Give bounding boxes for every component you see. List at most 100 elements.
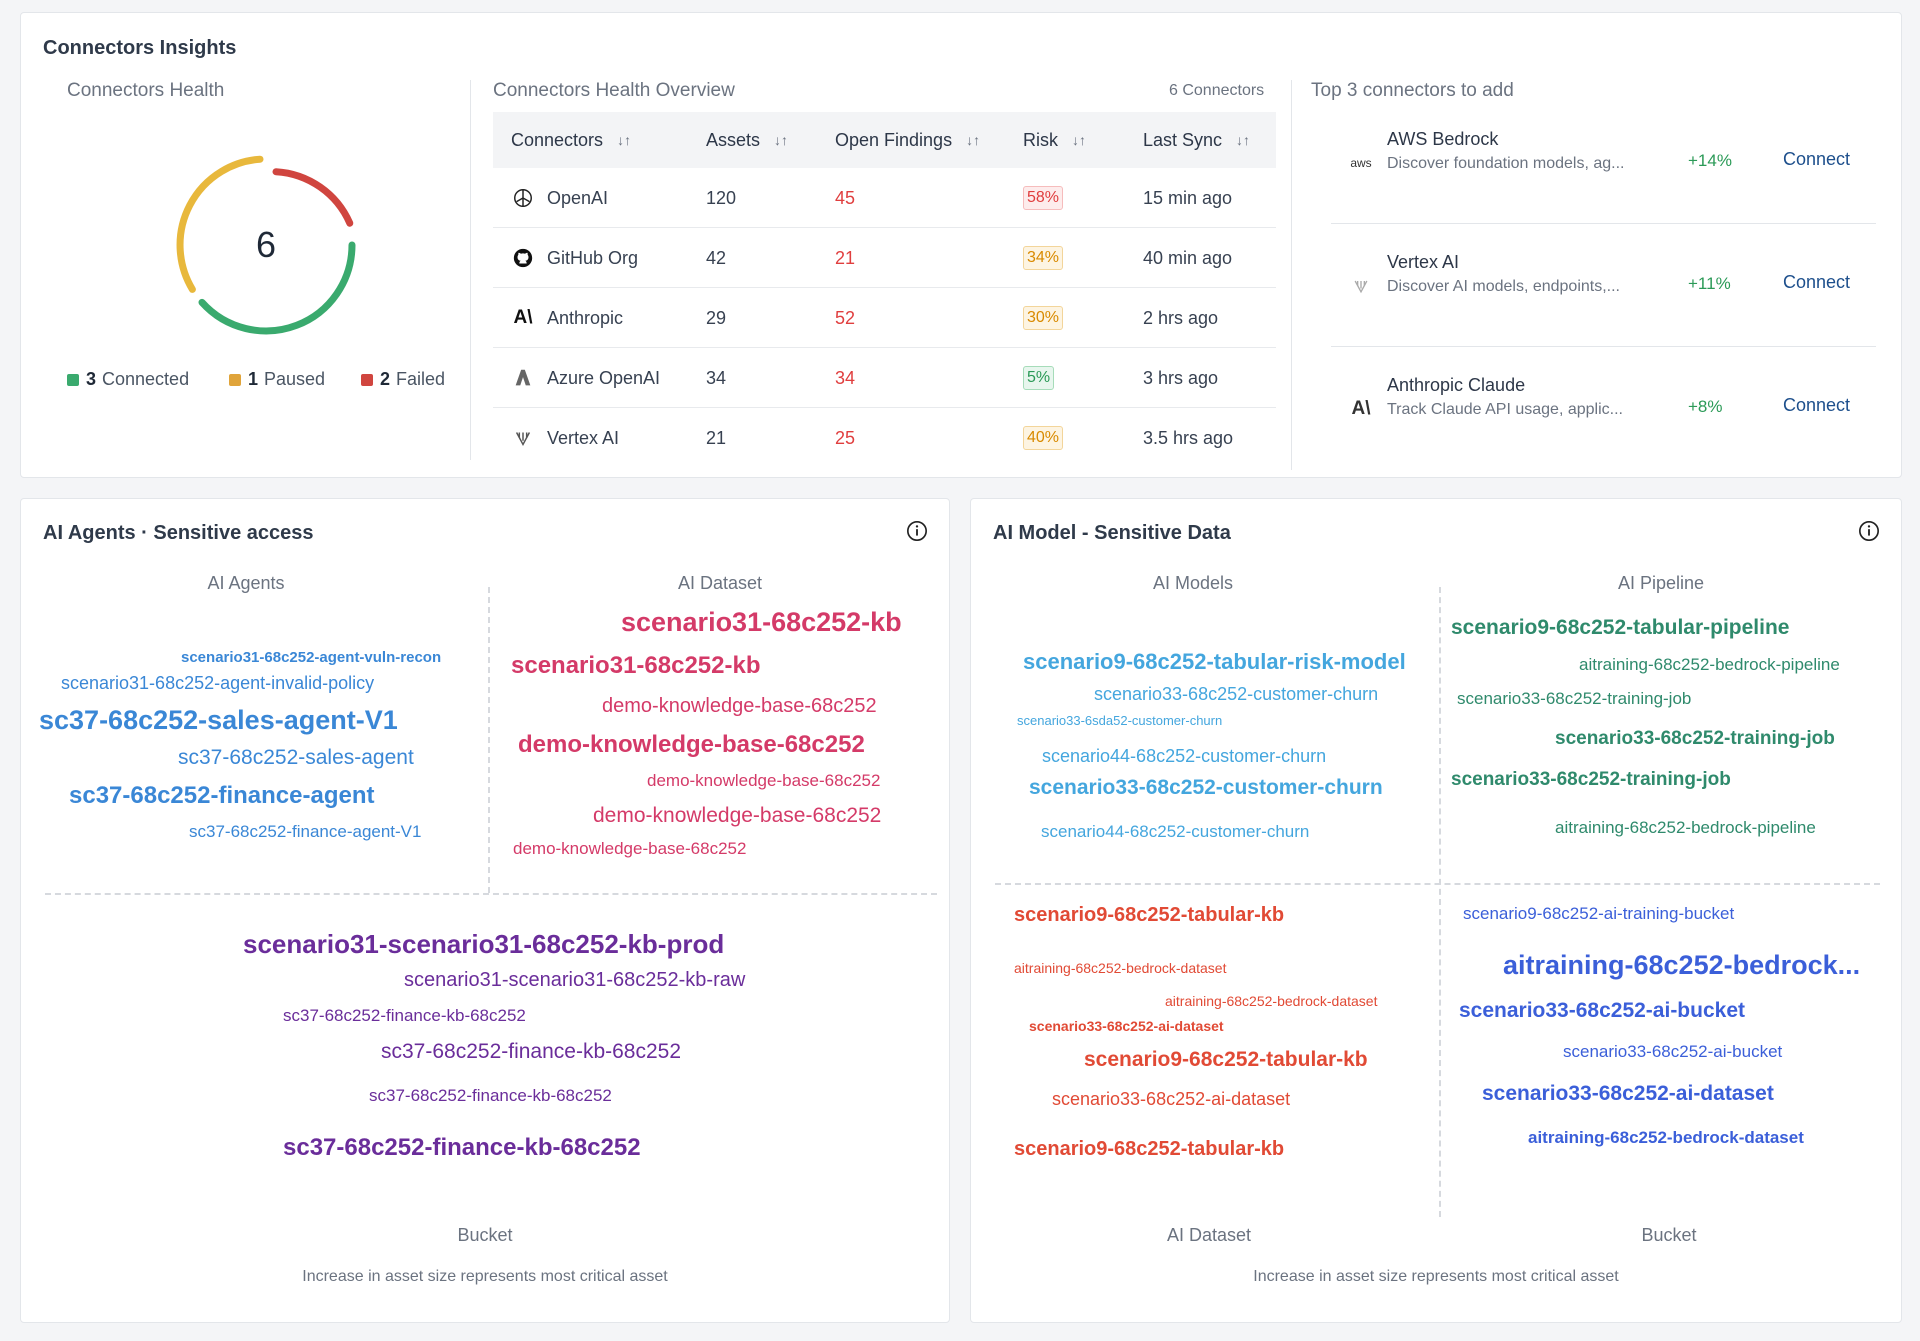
risk-badge: 40% (1023, 426, 1064, 450)
table-header: Connectors ↓↑ Assets ↓↑ Open Findings ↓↑ Ri… (493, 112, 1276, 168)
suggestion-desc: Track Claude API usage, applic... (1387, 401, 1623, 418)
word-cloud-item[interactable]: sc37-68c252-finance-agent (69, 782, 375, 809)
word-cloud-item[interactable]: scenario31-scenario31-68c252-kb-raw (404, 969, 746, 991)
word-cloud-item[interactable]: scenario33-68c252-training-job (1451, 769, 1731, 790)
word-cloud-item[interactable]: sc37-68c252-finance-kb-68c252 (381, 1040, 682, 1063)
quadrant-ai-models-label: AI Models (1152, 573, 1234, 593)
overview-title: Connectors Health Overview (493, 80, 735, 101)
quadrant-ai-dataset-label: AI Dataset (1166, 1225, 1252, 1245)
assets-value: 21 (706, 427, 727, 448)
quadrant-bucket-label: Bucket (1641, 1225, 1697, 1245)
word-cloud-item[interactable]: scenario31-scenario31-68c252-kb-prod (243, 929, 725, 959)
findings-value: 52 (835, 307, 856, 328)
word-cloud-item[interactable]: demo-knowledge-base-68c252 (647, 771, 881, 790)
word-cloud-item[interactable]: scenario31-68c252-agent-vuln-recon (181, 649, 442, 666)
table-row[interactable]: A\ Anthropic 29 52 30% 2 hrs ago (493, 288, 1276, 348)
word-cloud-item[interactable]: sc37-68c252-finance-kb-68c252 (283, 1006, 526, 1025)
table-row[interactable]: Azure OpenAI 34 34 5% 3 hrs ago (493, 348, 1276, 408)
connect-button[interactable]: Connect (1783, 272, 1851, 292)
col-open-findings[interactable]: Open Findings ↓↑ (835, 112, 980, 168)
word-cloud-item[interactable]: scenario33-68c252-ai-bucket (1459, 999, 1745, 1022)
last-sync-value: 3 hrs ago (1143, 367, 1219, 388)
findings-value: 21 (835, 247, 856, 268)
word-cloud-item[interactable]: scenario33-68c252-ai-dataset (1482, 1082, 1774, 1105)
ai-model-sensitive-data-card: AI Model - Sensitive Data AI Models AI P… (970, 498, 1902, 1323)
word-cloud-item[interactable]: demo-knowledge-base-68c252 (513, 839, 747, 858)
word-cloud-item[interactable]: scenario44-68c252-customer-churn (1042, 746, 1327, 766)
word-cloud-item[interactable]: scenario9-68c252-ai-training-bucket (1463, 904, 1735, 923)
github-icon (511, 246, 535, 270)
word-cloud-item[interactable]: scenario9-68c252-tabular-risk-model (1023, 649, 1406, 674)
word-cloud-item[interactable]: aitraining-68c252-bedrock-dataset (1014, 960, 1227, 976)
findings-value: 34 (835, 367, 856, 388)
col-last-sync[interactable]: Last Sync ↓↑ (1143, 112, 1250, 168)
footnote: Increase in asset size represents most c… (302, 1268, 668, 1285)
word-cloud-item[interactable]: sc37-68c252-sales-agent (178, 746, 414, 769)
info-icon[interactable] (1858, 520, 1880, 542)
table-row[interactable]: OpenAI 120 45 58% 15 min ago (493, 168, 1276, 228)
word-cloud-item[interactable]: demo-knowledge-base-68c252 (518, 731, 865, 758)
col-assets[interactable]: Assets ↓↑ (706, 112, 788, 168)
word-cloud-item[interactable]: aitraining-68c252-bedrock-dataset (1165, 993, 1378, 1009)
anthropic-icon: A\ (513, 307, 533, 328)
word-cloud-item[interactable]: scenario9-68c252-tabular-kb (1014, 1138, 1285, 1160)
connect-button[interactable]: Connect (1783, 395, 1851, 415)
legend-connected: 3 Connected (67, 369, 189, 390)
word-cloud-item[interactable]: scenario31-68c252-agent-invalid-policy (61, 673, 375, 693)
word-cloud-item[interactable]: scenario33-68c252-customer-churn (1094, 684, 1379, 704)
donut-total: 6 (255, 224, 277, 265)
word-cloud-item[interactable]: scenario33-6sda52-customer-churn (1017, 713, 1223, 728)
donut-segment-failed (272, 168, 354, 227)
col-risk[interactable]: Risk ↓↑ (1023, 112, 1086, 168)
sort-icon[interactable]: ↓↑ (966, 132, 981, 148)
anthropic-icon: A\ (1351, 398, 1371, 419)
connected-count: 3 (86, 369, 97, 389)
word-cloud-item[interactable]: aitraining-68c252-bedrock... (1503, 950, 1861, 980)
table-row[interactable]: Vertex AI 21 25 40% 3.5 hrs ago (493, 408, 1276, 468)
word-cloud-item[interactable]: sc37-68c252-finance-kb-68c252 (283, 1134, 641, 1161)
failed-label: Failed (396, 369, 446, 389)
word-cloud-item[interactable]: scenario33-68c252-customer-churn (1029, 776, 1383, 799)
connect-button[interactable]: Connect (1783, 149, 1851, 169)
assets-value: 29 (706, 307, 727, 328)
sort-icon[interactable]: ↓↑ (1072, 132, 1086, 148)
last-sync-value: 15 min ago (1143, 187, 1233, 208)
info-icon[interactable] (906, 520, 928, 542)
word-cloud-item[interactable]: scenario33-68c252-ai-bucket (1563, 1042, 1783, 1061)
azure-openai-icon (511, 366, 535, 390)
risk-badge: 5% (1023, 366, 1055, 390)
risk-badge: 30% (1023, 306, 1064, 330)
word-cloud-item[interactable]: scenario31-68c252-kb (511, 652, 761, 679)
sort-icon[interactable]: ↓↑ (617, 132, 632, 148)
col-connectors[interactable]: Connectors ↓↑ (511, 112, 631, 168)
table-row[interactable]: GitHub Org 42 21 34% 40 min ago (493, 228, 1276, 288)
paused-swatch (229, 373, 241, 386)
word-cloud-item[interactable]: aitraining-68c252-bedrock-pipeline (1579, 655, 1840, 674)
word-cloud-item[interactable]: scenario33-68c252-ai-dataset (1052, 1089, 1291, 1109)
word-cloud-item[interactable]: demo-knowledge-base-68c252 (602, 695, 877, 717)
word-cloud-item[interactable]: scenario9-68c252-tabular-kb (1014, 904, 1285, 926)
donut-segment-paused (176, 155, 264, 293)
assets-value: 120 (706, 187, 737, 208)
word-cloud-item[interactable]: demo-knowledge-base-68c252 (593, 804, 882, 827)
word-cloud-item[interactable]: scenario44-68c252-customer-churn (1041, 822, 1310, 841)
footnote: Increase in asset size represents most c… (1253, 1268, 1619, 1285)
word-cloud-item[interactable]: scenario33-68c252-ai-dataset (1029, 1018, 1224, 1034)
word-cloud-item[interactable]: scenario9-68c252-tabular-pipeline (1451, 616, 1790, 639)
word-cloud-item[interactable]: sc37-68c252-finance-agent-V1 (189, 822, 422, 841)
assets-value: 34 (706, 367, 727, 388)
last-sync-value: 40 min ago (1143, 247, 1233, 268)
sort-icon[interactable]: ↓↑ (1236, 132, 1251, 148)
word-cloud-item[interactable]: scenario33-68c252-training-job (1555, 728, 1835, 749)
legend-paused: 1 Paused (229, 369, 325, 390)
sort-icon[interactable]: ↓↑ (774, 132, 789, 148)
word-cloud-item[interactable]: scenario9-68c252-tabular-kb (1084, 1048, 1368, 1071)
word-cloud-item[interactable]: aitraining-68c252-bedrock-dataset (1528, 1128, 1804, 1147)
word-cloud-item[interactable]: scenario31-68c252-kb (621, 607, 902, 637)
divider (470, 80, 471, 460)
word-cloud-item[interactable]: sc37-68c252-sales-agent-V1 (39, 705, 398, 735)
word-cloud-item[interactable]: aitraining-68c252-bedrock-pipeline (1555, 818, 1816, 837)
suggestion-desc: Discover AI models, endpoints,... (1387, 278, 1620, 295)
word-cloud-item[interactable]: scenario33-68c252-training-job (1457, 689, 1692, 708)
word-cloud-item[interactable]: sc37-68c252-finance-kb-68c252 (369, 1086, 612, 1105)
